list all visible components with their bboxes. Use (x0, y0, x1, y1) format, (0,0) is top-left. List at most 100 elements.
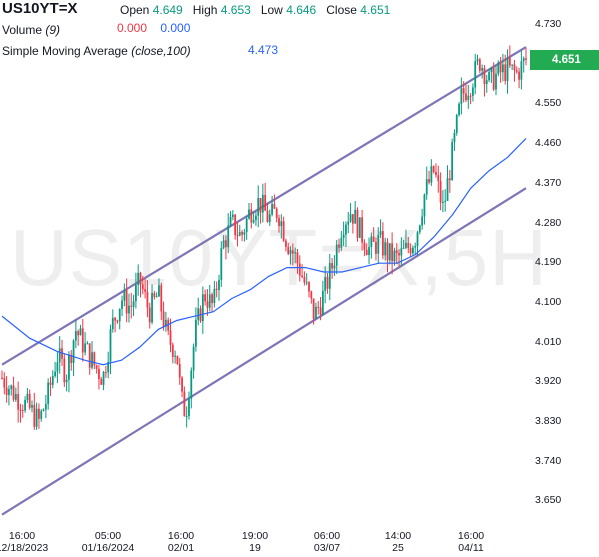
candle[interactable] (428, 170, 430, 185)
candle[interactable] (356, 207, 359, 242)
candle[interactable] (248, 203, 250, 220)
candle[interactable] (139, 271, 142, 298)
candle[interactable] (160, 282, 163, 321)
candle[interactable] (38, 403, 40, 429)
candle[interactable] (338, 238, 340, 253)
candle[interactable] (490, 66, 493, 83)
candle[interactable] (358, 217, 361, 239)
candle[interactable] (375, 237, 377, 261)
candle[interactable] (47, 378, 50, 410)
candle[interactable] (79, 324, 82, 336)
candle[interactable] (301, 264, 303, 279)
candle[interactable] (296, 248, 299, 274)
candle[interactable] (26, 387, 29, 403)
candle[interactable] (414, 242, 417, 255)
candle[interactable] (455, 113, 458, 136)
candle[interactable] (185, 406, 188, 428)
candle[interactable] (134, 272, 137, 309)
candle[interactable] (77, 329, 80, 346)
candle[interactable] (492, 62, 495, 92)
candle[interactable] (259, 198, 262, 224)
candle[interactable] (231, 210, 234, 221)
candle[interactable] (123, 283, 126, 307)
candle[interactable] (474, 53, 477, 95)
candle[interactable] (340, 230, 343, 251)
candle[interactable] (44, 394, 47, 419)
legend-row-sma[interactable]: Simple Moving Average (close,100) (2, 44, 191, 58)
candle[interactable] (476, 54, 479, 66)
candle[interactable] (391, 232, 394, 275)
candle[interactable] (252, 211, 255, 224)
candle[interactable] (148, 302, 151, 329)
candle[interactable] (128, 293, 130, 323)
candle[interactable] (430, 159, 433, 186)
candle[interactable] (100, 376, 103, 385)
candle[interactable] (70, 350, 73, 371)
candle[interactable] (24, 396, 26, 413)
candle[interactable] (5, 375, 8, 403)
candle[interactable] (167, 317, 170, 336)
candle[interactable] (206, 289, 209, 316)
candle[interactable] (271, 195, 273, 217)
candle[interactable] (511, 64, 514, 71)
candle[interactable] (19, 403, 22, 423)
candle[interactable] (508, 45, 511, 68)
candle[interactable] (56, 352, 59, 384)
candle[interactable] (158, 278, 160, 297)
legend-row-volume[interactable]: Volume (9) (2, 23, 60, 37)
candle[interactable] (151, 284, 153, 325)
candle[interactable] (278, 214, 280, 233)
candle[interactable] (435, 163, 437, 178)
candle[interactable] (504, 54, 507, 85)
candle[interactable] (31, 400, 33, 413)
candle[interactable] (520, 50, 523, 90)
candle[interactable] (95, 364, 98, 374)
candle[interactable] (361, 209, 364, 251)
candle[interactable] (377, 227, 380, 264)
candle[interactable] (351, 213, 354, 234)
candle[interactable] (437, 165, 440, 193)
candle[interactable] (439, 172, 442, 211)
candle[interactable] (141, 275, 144, 295)
candle[interactable] (416, 230, 419, 256)
candle[interactable] (483, 65, 486, 97)
candle[interactable] (130, 292, 133, 319)
candle[interactable] (349, 202, 352, 223)
candle[interactable] (63, 354, 66, 387)
candle[interactable] (465, 83, 467, 103)
candle[interactable] (368, 237, 370, 265)
candle[interactable] (275, 207, 278, 223)
candle[interactable] (303, 271, 306, 286)
candle[interactable] (345, 221, 347, 248)
channel-upper-line[interactable] (1, 46, 527, 366)
candle[interactable] (402, 239, 405, 249)
candle[interactable] (453, 129, 456, 151)
candle[interactable] (114, 316, 117, 333)
candle[interactable] (261, 183, 264, 223)
candle[interactable] (74, 319, 77, 349)
candle[interactable] (451, 138, 454, 181)
candle[interactable] (472, 83, 474, 102)
candle[interactable] (462, 81, 465, 103)
candle[interactable] (478, 57, 481, 74)
candle[interactable] (171, 342, 174, 364)
candle[interactable] (65, 374, 68, 392)
candle[interactable] (192, 343, 195, 379)
candle[interactable] (411, 245, 414, 256)
candle[interactable] (21, 404, 24, 418)
candle[interactable] (446, 165, 449, 201)
candle[interactable] (328, 253, 331, 301)
candle[interactable] (12, 376, 15, 402)
candle[interactable] (522, 56, 525, 73)
candle[interactable] (485, 74, 488, 93)
candle[interactable] (188, 391, 190, 420)
candle[interactable] (423, 193, 426, 225)
candle[interactable] (169, 318, 172, 353)
candle[interactable] (310, 290, 313, 304)
candle[interactable] (201, 286, 204, 334)
candle[interactable] (264, 182, 267, 211)
candle[interactable] (335, 239, 338, 274)
candle[interactable] (88, 343, 91, 375)
candle[interactable] (285, 238, 287, 252)
candle[interactable] (506, 49, 509, 94)
